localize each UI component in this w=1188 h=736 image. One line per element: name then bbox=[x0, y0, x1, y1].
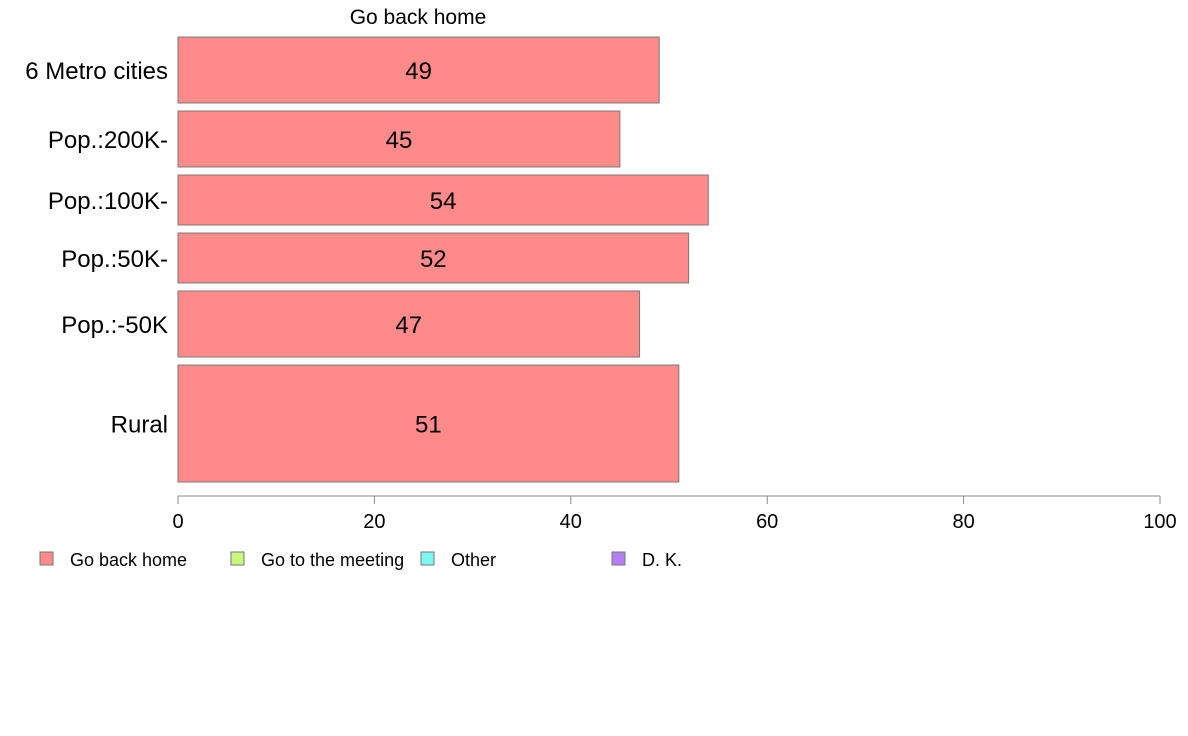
x-axis: 0 20 40 60 80 100 bbox=[172, 495, 1177, 533]
category-label: Pop.:-50K bbox=[61, 312, 168, 339]
chart-title: Go back home bbox=[350, 6, 487, 29]
category-label: Pop.:200K- bbox=[48, 127, 168, 154]
legend-swatch bbox=[420, 551, 435, 566]
legend-label: Other bbox=[451, 550, 496, 570]
x-tick-label: 20 bbox=[363, 511, 385, 533]
legend: Go back home Go to the meeting Other D. K. bbox=[39, 550, 682, 570]
value-label: 45 bbox=[386, 127, 413, 154]
bar bbox=[177, 110, 621, 168]
value-label: 52 bbox=[420, 246, 447, 273]
legend-label: Go back home bbox=[70, 550, 187, 570]
value-label: 49 bbox=[405, 58, 432, 85]
bar bbox=[177, 290, 641, 358]
category-label: 6 Metro cities bbox=[25, 58, 168, 85]
bar bbox=[177, 36, 660, 104]
legend-swatch bbox=[611, 551, 626, 566]
category-label: Pop.:50K- bbox=[61, 246, 168, 273]
x-tick-label: 100 bbox=[1143, 511, 1176, 533]
x-tick-label: 80 bbox=[952, 511, 974, 533]
legend-swatch bbox=[230, 551, 245, 566]
category-label: Rural bbox=[111, 412, 168, 439]
value-label: 54 bbox=[430, 188, 457, 215]
bar bbox=[177, 174, 709, 226]
bar bbox=[177, 364, 680, 483]
legend-label: Go to the meeting bbox=[261, 550, 404, 570]
bars-group: 6 Metro cities 49 Pop.:200K- 45 Pop.:100K- 54… bbox=[25, 36, 709, 483]
x-tick-label: 40 bbox=[560, 511, 582, 533]
value-label: 51 bbox=[415, 412, 442, 439]
legend-swatch bbox=[39, 551, 54, 566]
value-label: 47 bbox=[395, 312, 422, 339]
x-tick-label: 60 bbox=[756, 511, 778, 533]
category-label: Pop.:100K- bbox=[48, 188, 168, 215]
x-tick-label: 0 bbox=[172, 511, 183, 533]
bar bbox=[177, 232, 690, 284]
legend-label: D. K. bbox=[642, 550, 682, 570]
